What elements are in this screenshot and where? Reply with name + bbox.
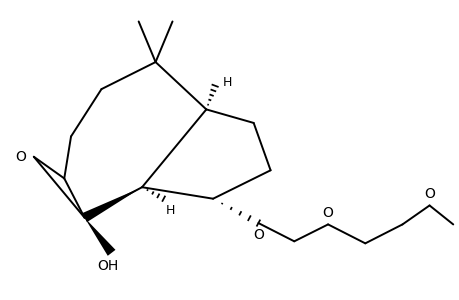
Text: O: O xyxy=(252,228,263,242)
Polygon shape xyxy=(82,187,142,222)
Text: OH: OH xyxy=(97,260,118,273)
Polygon shape xyxy=(84,218,115,256)
Text: O: O xyxy=(322,206,333,220)
Text: H: H xyxy=(222,76,231,89)
Text: O: O xyxy=(423,187,434,201)
Text: O: O xyxy=(15,150,26,164)
Text: H: H xyxy=(165,204,175,218)
